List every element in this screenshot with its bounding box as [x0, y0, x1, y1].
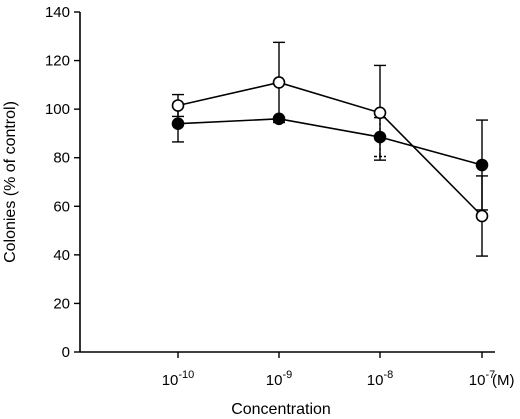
- filled-circle-point: [171, 117, 185, 131]
- open-circle-point: [171, 99, 185, 112]
- open-circle-point: [272, 76, 286, 89]
- y-tick-label: 100: [45, 101, 70, 118]
- filled-circle-point: [475, 158, 489, 172]
- y-tick-label: 20: [53, 295, 70, 312]
- series-open-circle: [172, 41, 488, 257]
- open-circle-point: [373, 106, 387, 120]
- x-tick-label: 10-7: [469, 369, 495, 389]
- open-circle-point: [475, 209, 489, 223]
- y-tick-label: 40: [53, 247, 70, 264]
- x-tick-label: 10-8: [367, 369, 393, 389]
- y-tick-label: 0: [62, 344, 70, 361]
- series-line: [177, 81, 483, 217]
- plot-area: [171, 41, 489, 257]
- x-axis-title: Concentration: [231, 401, 331, 418]
- y-axis: 0 20 40 60 80 100 120 140: [45, 4, 81, 361]
- filled-circle-point: [272, 112, 286, 126]
- series-filled-circle: [172, 104, 488, 211]
- y-tick-label: 60: [53, 198, 70, 215]
- y-tick-label: 120: [45, 53, 70, 70]
- x-tick-label: 10-10: [162, 369, 195, 389]
- y-tick-label: 140: [45, 4, 70, 21]
- filled-circle-point: [373, 130, 387, 144]
- x-axis: 10-10 10-9 10-8 10-7(M): [80, 351, 515, 389]
- x-unit-label: (M): [492, 372, 515, 389]
- series-line: [177, 118, 483, 166]
- y-tick-label: 80: [53, 150, 70, 167]
- x-tick-label: 10-9: [266, 369, 292, 389]
- y-axis-title: Colonies (% of control): [2, 101, 19, 263]
